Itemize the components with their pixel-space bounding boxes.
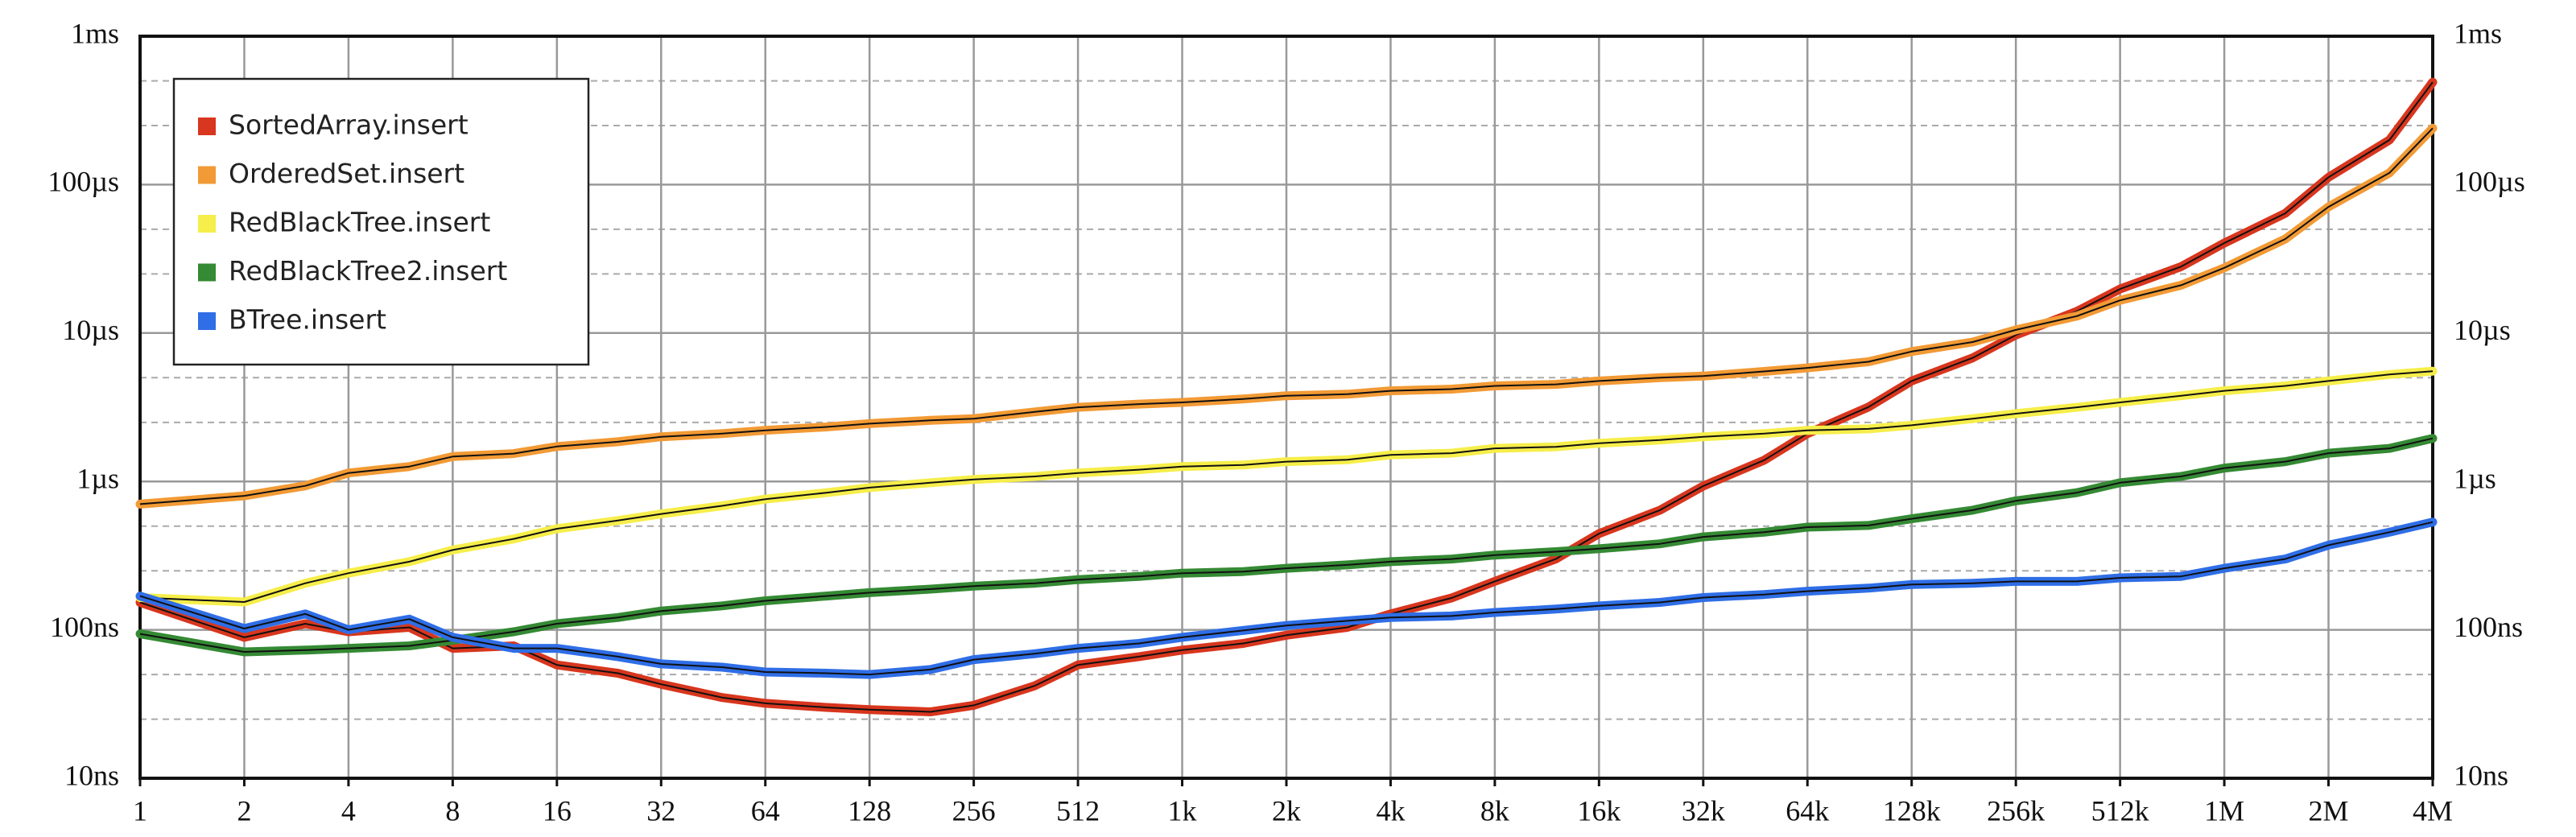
series-line-core xyxy=(139,437,2434,653)
series-line-core xyxy=(139,127,2434,505)
x-tick-label: 128 xyxy=(848,794,891,827)
x-tick-label: 64 xyxy=(751,794,780,827)
series-line-core xyxy=(139,370,2434,603)
x-tick-label: 16k xyxy=(1577,794,1620,827)
x-tick-label: 4k xyxy=(1376,794,1405,827)
x-tick-label: 32k xyxy=(1682,794,1725,827)
legend-label: OrderedSet.insert xyxy=(229,158,464,189)
y-tick-label: 100µs xyxy=(47,166,119,198)
x-tick-label: 8 xyxy=(445,794,460,827)
y-tick-label: 1µs xyxy=(76,462,119,494)
legend-swatch xyxy=(198,118,216,135)
x-tick-label: 1k xyxy=(1168,794,1197,827)
x-tick-label: 128k xyxy=(1883,794,1941,827)
plot-frame xyxy=(138,35,2434,780)
x-tick-label: 16 xyxy=(543,794,572,827)
x-tick-label: 512 xyxy=(1056,794,1100,827)
legend-swatch xyxy=(198,215,216,233)
x-tick-label: 4M xyxy=(2413,794,2453,827)
x-tick-label: 64k xyxy=(1785,794,1829,827)
x-tick-label: 2k xyxy=(1272,794,1301,827)
legend-swatch xyxy=(198,312,216,330)
y2-tick-label: 100ns xyxy=(2454,611,2523,643)
legend-swatch xyxy=(198,166,216,184)
x-tick-label: 512k xyxy=(2091,794,2149,827)
y2-tick-label: 1µs xyxy=(2454,462,2496,494)
legend-label: BTree.insert xyxy=(229,304,386,336)
x-tick-label: 4 xyxy=(341,794,356,827)
legend-label: RedBlackTree2.insert xyxy=(229,255,507,287)
y2-tick-label: 1ms xyxy=(2454,17,2502,49)
legend-box xyxy=(172,77,590,366)
y2-tick-label: 10µs xyxy=(2454,314,2511,346)
legend: SortedArray.insert OrderedSet.insert RedBl… xyxy=(172,77,590,366)
x-tick-label: 32 xyxy=(646,794,675,827)
y2-tick-label: 10ns xyxy=(2454,759,2508,791)
x-tick-label: 256k xyxy=(1987,794,2045,827)
x-tick-label: 2M xyxy=(2309,794,2349,827)
y-tick-label: 100ns xyxy=(50,611,119,643)
x-tick-label: 1M xyxy=(2204,794,2244,827)
y-tick-label: 1ms xyxy=(71,17,119,49)
legend-swatch xyxy=(198,263,216,282)
legend-label: RedBlackTree.insert xyxy=(229,207,490,238)
y-tick-label: 10µs xyxy=(62,314,119,346)
legend-label: SortedArray.insert xyxy=(229,109,469,141)
x-tick-label: 2 xyxy=(237,794,251,827)
x-tick-label: 256 xyxy=(952,794,996,827)
x-tick-label: 1 xyxy=(133,794,147,827)
series-line-core xyxy=(139,521,2434,676)
x-tick-label: 8k xyxy=(1480,794,1509,827)
y2-tick-label: 100µs xyxy=(2454,166,2525,198)
y-tick-label: 10ns xyxy=(64,759,119,791)
